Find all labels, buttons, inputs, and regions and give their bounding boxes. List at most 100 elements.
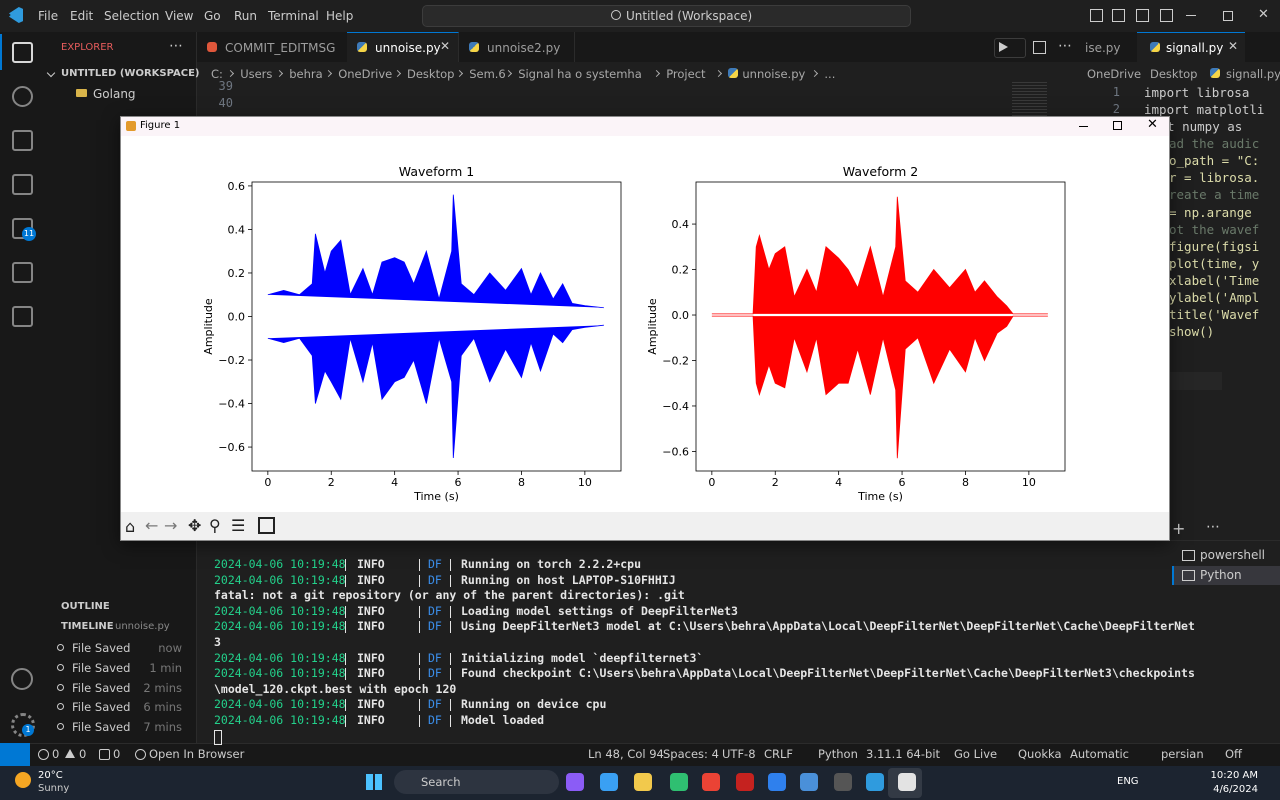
breadcrumb-item[interactable]: Users [240, 67, 273, 81]
breadcrumb-item[interactable]: Desktop [407, 67, 455, 81]
status-item[interactable]: Spaces: 4 [663, 747, 719, 761]
status-item[interactable]: UTF-8 [722, 747, 756, 761]
taskbar-app[interactable] [866, 773, 884, 791]
menu-item[interactable]: Run [234, 9, 258, 23]
zoom-button[interactable]: ⚲ [209, 516, 221, 535]
split-button[interactable] [1033, 41, 1046, 54]
tab-label[interactable]: unnoise2.py [487, 41, 561, 55]
status-item[interactable]: CRLF [764, 747, 794, 761]
right-tab-close[interactable]: ✕ [1228, 39, 1239, 53]
tab-label[interactable]: COMMIT_EDITMSG [225, 41, 336, 55]
activity-icon[interactable] [12, 130, 33, 151]
status-count[interactable]: 0 [113, 747, 121, 761]
forward-button[interactable]: → [164, 516, 178, 535]
status-count[interactable]: 0 [52, 747, 60, 761]
menu-item[interactable]: Help [326, 9, 354, 23]
account-icon[interactable] [11, 668, 33, 690]
configure-button[interactable]: ☰ [231, 516, 246, 535]
timeline-label[interactable]: File Saved [72, 680, 131, 695]
taskbar-app[interactable] [800, 773, 818, 791]
breadcrumb-item[interactable]: Sem.6 [469, 67, 506, 81]
layout-toggle[interactable] [1136, 9, 1149, 22]
more-button[interactable]: ⋯ [1058, 38, 1072, 54]
taskbar-search[interactable] [394, 770, 559, 794]
taskbar-app[interactable] [736, 773, 754, 791]
save-button[interactable] [258, 517, 275, 534]
remote-button[interactable] [0, 743, 30, 766]
folder-name[interactable]: Golang [93, 87, 136, 101]
tab-close[interactable]: ✕ [440, 39, 451, 53]
status-item[interactable]: Quokka [1018, 747, 1062, 761]
menu-item[interactable]: Edit [70, 9, 94, 23]
clock-date[interactable]: 4/6/2024 [1213, 784, 1258, 795]
right-tab-label[interactable]: signall.py [1166, 41, 1224, 55]
right-tab[interactable] [1137, 32, 1245, 62]
run-button[interactable] [994, 38, 1026, 58]
status-item[interactable]: Off [1225, 747, 1242, 761]
breadcrumb-item[interactable]: unnoise.py [742, 67, 806, 81]
taskbar-app[interactable] [600, 773, 618, 791]
panel-add[interactable]: + [1172, 519, 1186, 538]
taskbar-app[interactable] [898, 773, 916, 791]
panel-more[interactable]: ⋯ [1206, 519, 1220, 535]
workspace-header[interactable]: UNTITLED (WORKSPACE) [61, 68, 200, 79]
layout-toggle[interactable] [1090, 9, 1103, 22]
selected-shell[interactable] [1172, 566, 1280, 585]
status-count[interactable]: 0 [79, 747, 87, 761]
pan-button[interactable]: ✥ [188, 516, 202, 535]
close[interactable]: ✕ [1147, 117, 1158, 132]
breadcrumb-item[interactable]: Desktop [1150, 67, 1198, 81]
activity-icon[interactable] [12, 262, 33, 283]
status-item[interactable]: persian [1161, 747, 1204, 761]
breadcrumb-item[interactable]: OneDrive [338, 67, 393, 81]
breadcrumb-item[interactable]: OneDrive [1087, 67, 1142, 81]
status-item[interactable]: Open In Browser [149, 747, 245, 761]
status-item[interactable]: Ln 48, Col 94 [588, 747, 664, 761]
layout-toggle[interactable] [1112, 9, 1125, 22]
menu-item[interactable]: View [165, 9, 194, 23]
taskbar-app[interactable] [634, 773, 652, 791]
status-item[interactable]: 3.11.1 64-bit [866, 747, 941, 761]
layout-toggle[interactable] [1160, 9, 1173, 22]
settings-icon[interactable] [11, 713, 35, 737]
status-item[interactable]: Automatic [1070, 747, 1129, 761]
back-button[interactable]: ← [145, 516, 159, 535]
breadcrumb-item[interactable]: C: [211, 67, 223, 81]
sidebar-more[interactable]: ⋯ [169, 38, 183, 54]
right-tab-label[interactable]: ise.py [1085, 41, 1121, 55]
start-button[interactable] [366, 774, 382, 790]
taskbar-app[interactable] [834, 773, 852, 791]
breadcrumb-item[interactable]: Signal ha o systemha [518, 67, 642, 81]
activity-icon[interactable] [12, 174, 33, 195]
timeline-label[interactable]: File Saved [72, 720, 131, 735]
minimize[interactable] [1079, 126, 1088, 127]
window-close[interactable]: ✕ [1258, 7, 1269, 22]
maximize[interactable] [1113, 121, 1122, 130]
shell-name[interactable]: powershell [1200, 548, 1265, 562]
shell-name[interactable]: Python [1200, 568, 1242, 582]
outline-header[interactable]: OUTLINE [61, 601, 110, 612]
timeline-label[interactable]: File Saved [72, 700, 131, 715]
search-box[interactable] [422, 5, 911, 27]
breadcrumb-item[interactable]: signall.py [1226, 67, 1280, 81]
breadcrumb-item[interactable]: behra [289, 67, 323, 81]
menu-item[interactable]: Selection [104, 9, 160, 23]
tab-label[interactable]: unnoise.py [375, 41, 441, 55]
status-item[interactable]: Go Live [954, 747, 998, 761]
status-item[interactable]: Python [818, 747, 858, 761]
window-minimize[interactable] [1186, 15, 1196, 16]
taskbar-app[interactable] [670, 773, 688, 791]
menu-item[interactable]: Terminal [268, 9, 319, 23]
window-restore[interactable] [1223, 11, 1233, 21]
taskbar-app[interactable] [702, 773, 720, 791]
taskbar-app[interactable] [768, 773, 786, 791]
activity-icon[interactable] [12, 86, 33, 107]
timeline-label[interactable]: File Saved [72, 660, 131, 675]
home-button[interactable]: ⌂ [125, 517, 136, 536]
breadcrumb-item[interactable]: Project [666, 67, 706, 81]
menu-item[interactable]: Go [204, 9, 221, 23]
activity-icon[interactable] [12, 306, 33, 327]
language[interactable]: ENG [1117, 776, 1139, 787]
timeline-header[interactable]: TIMELINE [61, 621, 114, 632]
activity-icon[interactable] [12, 42, 33, 63]
